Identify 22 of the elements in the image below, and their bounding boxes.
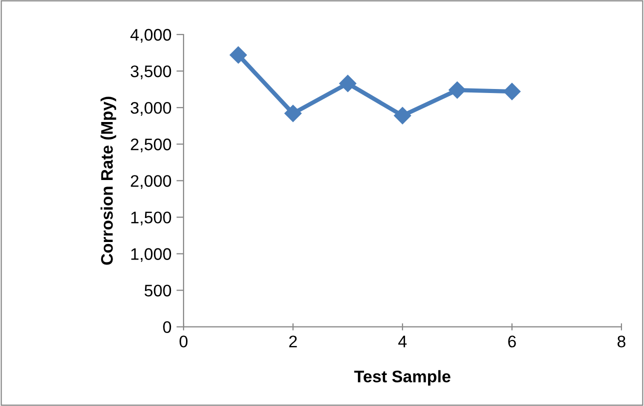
point	[503, 82, 521, 100]
y-tick-label: 500	[144, 284, 172, 296]
y-tick-label: 2,000	[130, 175, 172, 189]
point	[230, 46, 247, 64]
point	[448, 82, 466, 99]
x-tick-label: 4	[398, 336, 407, 348]
x-axis-title: Test Sample	[354, 370, 450, 386]
y-tick-label: 4,000	[130, 28, 172, 43]
y-tick-label: 3,000	[130, 102, 172, 116]
y-tick-label: 1,500	[131, 212, 172, 226]
point	[284, 104, 302, 122]
y-tick-label: 2,500	[130, 138, 172, 152]
point	[339, 74, 356, 92]
x-tick-label: 0	[180, 336, 188, 348]
y-tick-label: 3,500	[130, 65, 172, 80]
y-tick-label: 1,000	[131, 248, 172, 262]
x-tick-label: 8	[618, 336, 626, 348]
x-tick-label: 2	[289, 336, 297, 348]
x-tick-label: 6	[508, 336, 516, 348]
y-tick-label: 0	[163, 321, 172, 334]
y-axis-title: Corrosion Rate (Mpy)	[100, 96, 116, 265]
point	[394, 107, 412, 124]
